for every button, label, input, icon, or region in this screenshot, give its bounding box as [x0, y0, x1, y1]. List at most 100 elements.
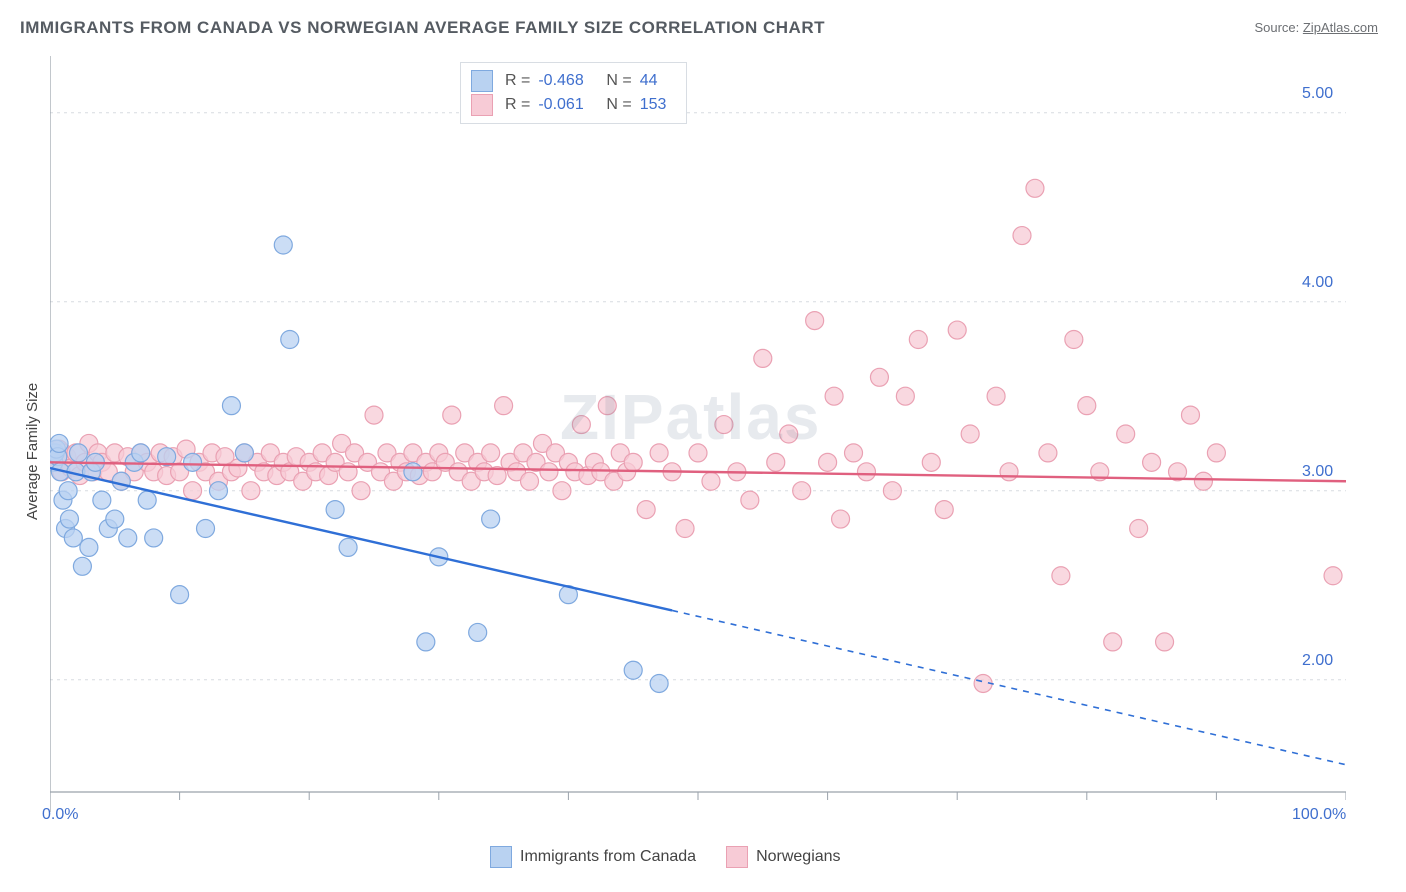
- legend-swatch: [471, 94, 493, 116]
- data-point: [404, 463, 422, 481]
- data-point: [1130, 520, 1148, 538]
- data-point: [624, 661, 642, 679]
- series-legend: Immigrants from Canada Norwegians: [490, 846, 841, 868]
- data-point: [780, 425, 798, 443]
- data-point: [1324, 567, 1342, 585]
- data-point: [112, 472, 130, 490]
- data-point: [715, 416, 733, 434]
- n-label: N =: [606, 72, 631, 90]
- data-point: [1026, 179, 1044, 197]
- data-point: [93, 491, 111, 509]
- data-point: [339, 538, 357, 556]
- y-axis-label: Average Family Size: [24, 383, 41, 520]
- data-point: [106, 510, 124, 528]
- legend-item-norwegians[interactable]: Norwegians: [726, 846, 840, 868]
- data-point: [767, 453, 785, 471]
- y-tick-label: 3.00: [1302, 463, 1333, 481]
- data-point: [70, 444, 88, 462]
- data-point: [1078, 397, 1096, 415]
- y-tick-label: 2.00: [1302, 652, 1333, 670]
- r-label: R =: [505, 96, 530, 114]
- data-point: [469, 623, 487, 641]
- data-point: [1156, 633, 1174, 651]
- source-link[interactable]: ZipAtlas.com: [1303, 20, 1378, 35]
- data-point: [870, 368, 888, 386]
- r-value: -0.468: [538, 72, 594, 90]
- chart-title: IMMIGRANTS FROM CANADA VS NORWEGIAN AVER…: [20, 18, 825, 38]
- trend-line-extrapolated-canada: [672, 610, 1346, 764]
- data-point: [235, 444, 253, 462]
- data-point: [650, 444, 668, 462]
- data-point: [59, 482, 77, 500]
- chart-container: { "title": "IMMIGRANTS FROM CANADA VS NO…: [0, 0, 1406, 892]
- data-point: [145, 529, 163, 547]
- data-point: [845, 444, 863, 462]
- data-point: [482, 510, 500, 528]
- data-point: [326, 501, 344, 519]
- data-point: [352, 482, 370, 500]
- data-point: [961, 425, 979, 443]
- data-point: [119, 529, 137, 547]
- data-point: [832, 510, 850, 528]
- data-point: [171, 586, 189, 604]
- data-point: [598, 397, 616, 415]
- data-point: [1181, 406, 1199, 424]
- source-attribution: Source: ZipAtlas.com: [1254, 20, 1378, 35]
- data-point: [741, 491, 759, 509]
- data-point: [1052, 567, 1070, 585]
- data-point: [184, 453, 202, 471]
- x-tick-label: 0.0%: [42, 806, 78, 824]
- data-point: [242, 482, 260, 500]
- data-point: [689, 444, 707, 462]
- data-point: [553, 482, 571, 500]
- data-point: [50, 434, 68, 452]
- legend-label: Norwegians: [756, 848, 840, 866]
- data-point: [676, 520, 694, 538]
- legend-label: Immigrants from Canada: [520, 848, 696, 866]
- data-point: [417, 633, 435, 651]
- data-point: [624, 453, 642, 471]
- correlation-stats-legend: R =-0.468N =44R =-0.061N =153: [460, 62, 687, 124]
- data-point: [825, 387, 843, 405]
- data-point: [197, 520, 215, 538]
- legend-swatch: [471, 70, 493, 92]
- stats-row-norwegians: R =-0.061N =153: [471, 93, 676, 117]
- data-point: [274, 236, 292, 254]
- legend-item-canada[interactable]: Immigrants from Canada: [490, 846, 696, 868]
- data-point: [482, 444, 500, 462]
- data-point: [650, 674, 668, 692]
- data-point: [1117, 425, 1135, 443]
- legend-swatch: [726, 846, 748, 868]
- data-point: [1000, 463, 1018, 481]
- data-point: [132, 444, 150, 462]
- data-point: [806, 312, 824, 330]
- data-point: [540, 463, 558, 481]
- r-label: R =: [505, 72, 530, 90]
- stats-row-canada: R =-0.468N =44: [471, 69, 676, 93]
- data-point: [754, 349, 772, 367]
- data-point: [819, 453, 837, 471]
- data-point: [365, 406, 383, 424]
- source-prefix: Source:: [1254, 20, 1302, 35]
- data-point: [922, 453, 940, 471]
- data-point: [948, 321, 966, 339]
- n-value: 153: [640, 96, 676, 114]
- data-point: [184, 482, 202, 500]
- y-tick-label: 5.00: [1302, 85, 1333, 103]
- x-tick-label: 100.0%: [1292, 806, 1346, 824]
- data-point: [987, 387, 1005, 405]
- data-point: [73, 557, 91, 575]
- data-point: [572, 416, 590, 434]
- data-point: [209, 482, 227, 500]
- data-point: [1013, 227, 1031, 245]
- data-point: [1104, 633, 1122, 651]
- data-point: [222, 397, 240, 415]
- data-point: [80, 538, 98, 556]
- data-point: [281, 331, 299, 349]
- y-tick-label: 4.00: [1302, 274, 1333, 292]
- data-point: [1065, 331, 1083, 349]
- data-point: [637, 501, 655, 519]
- data-point: [1207, 444, 1225, 462]
- data-point: [64, 529, 82, 547]
- data-point: [1039, 444, 1057, 462]
